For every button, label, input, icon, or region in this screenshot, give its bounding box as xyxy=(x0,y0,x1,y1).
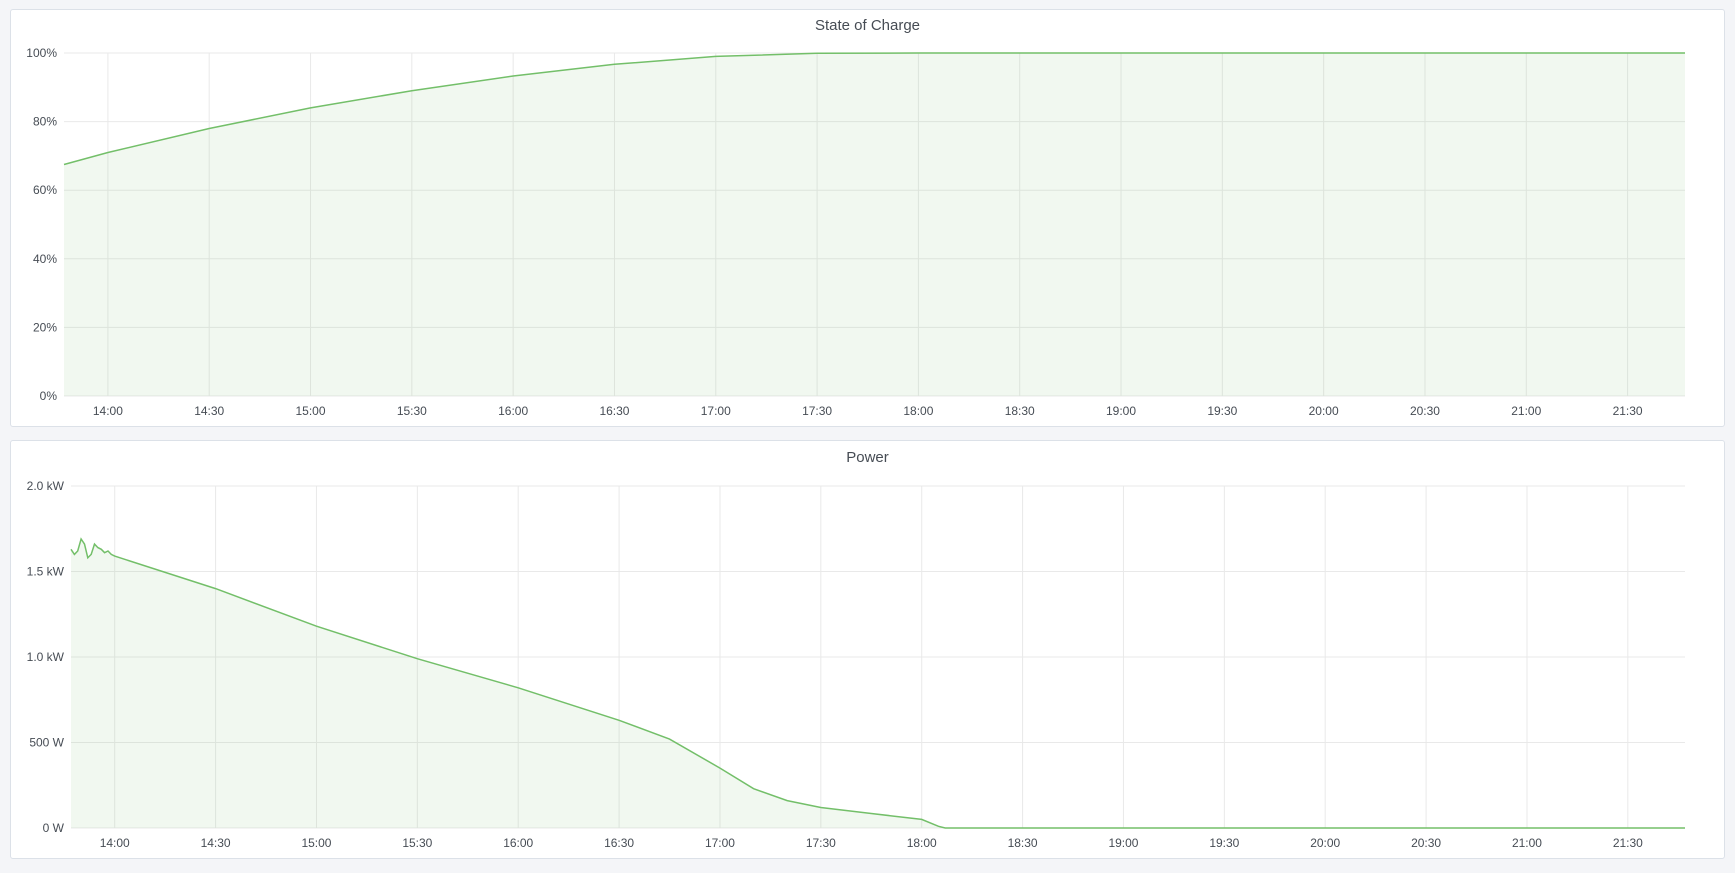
power-chart: 0 W 500 W 1.0 kW 1.5 kW 2.0 kW 14:00 14:30 15:0… xyxy=(27,479,1685,850)
series-line xyxy=(63,52,1685,166)
x-tick-label: 19:30 xyxy=(1209,836,1239,850)
x-tick-label: 17:30 xyxy=(806,836,836,850)
x-tick-label: 18:00 xyxy=(907,836,937,850)
series-area xyxy=(64,53,1685,396)
power-panel: Power 0 W 500 W 1.0 kW 1.5 kW 2.0 kW 14:00 14:… xyxy=(10,440,1725,859)
x-tick-label: 14:00 xyxy=(100,836,130,850)
y-tick-label: 1.5 kW xyxy=(27,565,65,579)
x-tick-label: 15:00 xyxy=(301,836,331,850)
y-tick-label: 0 W xyxy=(43,821,65,835)
y-tick-label: 1.0 kW xyxy=(27,650,65,664)
x-tick-label: 16:30 xyxy=(599,404,629,418)
y-tick-label: 80% xyxy=(33,115,57,129)
x-tick-label: 19:00 xyxy=(1108,836,1138,850)
x-tick-label: 19:00 xyxy=(1106,404,1136,418)
soc-panel-title: State of Charge xyxy=(814,17,921,34)
y-tick-label: 20% xyxy=(33,320,57,334)
y-tick-label: 60% xyxy=(33,183,57,197)
x-tick-label: 18:30 xyxy=(1008,836,1038,850)
power-panel-title: Power xyxy=(846,449,889,466)
x-tick-label: 21:00 xyxy=(1512,836,1542,850)
y-tick-label: 500 W xyxy=(29,736,64,750)
x-tick-label: 21:00 xyxy=(1511,404,1541,418)
soc-chart: 0% 20% 40% 60% 80% 100% 14:00 14:30 15:00 15:30 16… xyxy=(26,46,1685,418)
x-tick-label: 15:30 xyxy=(402,836,432,850)
y-tick-label: 2.0 kW xyxy=(27,479,65,493)
x-tick-label: 14:30 xyxy=(201,836,231,850)
series-area xyxy=(71,539,1685,828)
x-tick-label: 15:00 xyxy=(296,404,326,418)
x-tick-label: 18:00 xyxy=(903,404,933,418)
soc-panel: State of Charge 0% 20% 40% 60% 80% 100% 14:00 1… xyxy=(10,9,1725,427)
y-tick-label: 40% xyxy=(33,252,57,266)
x-tick-label: 16:00 xyxy=(503,836,533,850)
x-tick-label: 21:30 xyxy=(1613,836,1643,850)
x-tick-label: 17:00 xyxy=(705,836,735,850)
series-line xyxy=(70,537,1685,829)
x-tick-label: 16:30 xyxy=(604,836,634,850)
y-tick-label: 0% xyxy=(40,389,58,403)
x-tick-label: 16:00 xyxy=(498,404,528,418)
x-tick-label: 17:30 xyxy=(802,404,832,418)
x-tick-label: 20:30 xyxy=(1411,836,1441,850)
x-tick-label: 21:30 xyxy=(1613,404,1643,418)
x-tick-label: 20:00 xyxy=(1309,404,1339,418)
y-tick-label: 100% xyxy=(26,46,57,60)
x-tick-label: 14:00 xyxy=(93,404,123,418)
x-tick-label: 18:30 xyxy=(1005,404,1035,418)
x-tick-label: 20:00 xyxy=(1310,836,1340,850)
x-tick-label: 14:30 xyxy=(194,404,224,418)
x-tick-label: 20:30 xyxy=(1410,404,1440,418)
x-tick-label: 15:30 xyxy=(397,404,427,418)
x-tick-label: 17:00 xyxy=(701,404,731,418)
x-tick-label: 19:30 xyxy=(1207,404,1237,418)
